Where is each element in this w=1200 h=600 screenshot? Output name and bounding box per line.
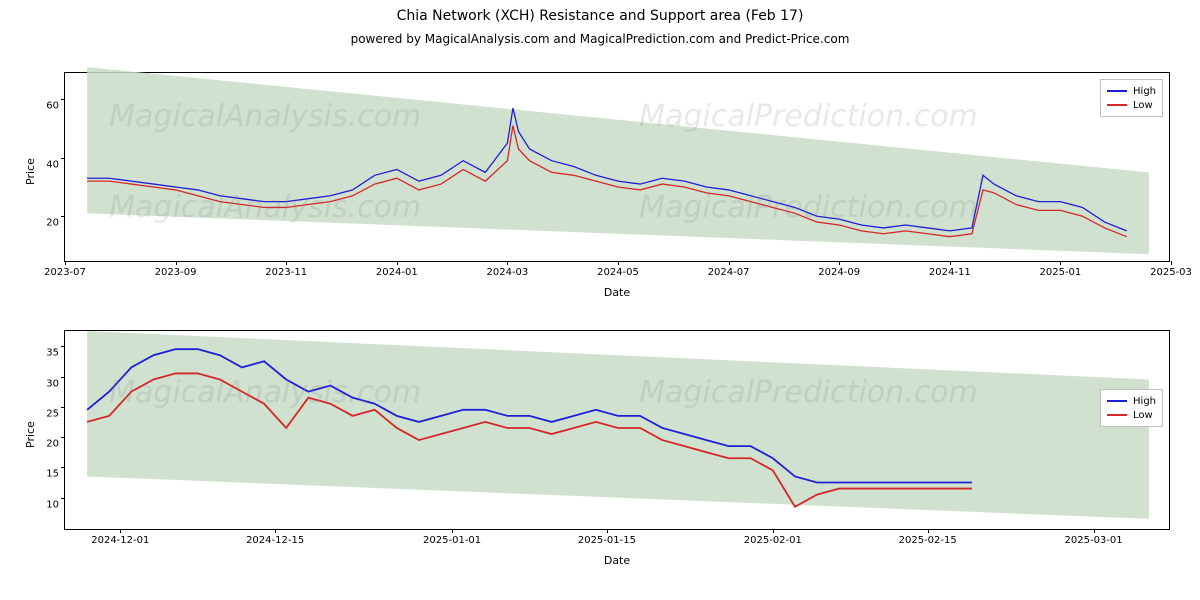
x-tick-label: 2024-12-01 [91, 535, 149, 546]
y-tick-label: 40 [46, 159, 59, 170]
x-tick-mark [618, 261, 619, 265]
y-tick-mark [61, 467, 65, 468]
y-tick-label: 25 [46, 408, 59, 419]
y-tick-label: 30 [46, 378, 59, 389]
x-tick-label: 2023-09 [155, 267, 197, 278]
x-tick-mark [1060, 261, 1061, 265]
x-tick-mark [65, 261, 66, 265]
figure-root: Chia Network (XCH) Resistance and Suppor… [0, 0, 1200, 600]
x-tick-mark [729, 261, 730, 265]
y-tick-mark [61, 498, 65, 499]
x-tick-label: 2024-01 [376, 267, 418, 278]
legend-row: High [1107, 84, 1156, 98]
x-tick-mark [120, 529, 121, 533]
x-tick-label: 2025-01-15 [578, 535, 636, 546]
support-band [87, 67, 1149, 254]
legend-label: High [1133, 396, 1156, 407]
y-tick-label: 60 [46, 101, 59, 112]
y-tick-label: 15 [46, 469, 59, 480]
legend-label: Low [1133, 100, 1153, 111]
x-tick-label: 2024-05 [597, 267, 639, 278]
x-tick-mark [928, 529, 929, 533]
y-tick-mark [61, 346, 65, 347]
x-tick-mark [452, 529, 453, 533]
legend-swatch [1107, 400, 1127, 402]
support-band [87, 331, 1149, 519]
y-tick-mark [61, 407, 65, 408]
x-tick-label: 2024-03 [486, 267, 528, 278]
y-tick-mark [61, 99, 65, 100]
legend-label: Low [1133, 410, 1153, 421]
x-tick-label: 2023-11 [265, 267, 307, 278]
chart-panel-bottom: MagicalAnalysis.com MagicalPrediction.co… [64, 330, 1170, 530]
x-tick-label: 2025-03-01 [1065, 535, 1123, 546]
y-tick-mark [61, 158, 65, 159]
x-tick-label: 2025-02-15 [899, 535, 957, 546]
x-tick-mark [1171, 261, 1172, 265]
plot-svg-bottom [65, 331, 1169, 529]
x-tick-mark [607, 529, 608, 533]
plot-svg-top [65, 73, 1169, 261]
x-tick-mark [773, 529, 774, 533]
x-tick-mark [507, 261, 508, 265]
y-tick-mark [61, 216, 65, 217]
x-tick-label: 2024-12-15 [246, 535, 304, 546]
legend-swatch [1107, 90, 1127, 92]
chart-panel-top: MagicalAnalysis.com MagicalPrediction.co… [64, 72, 1170, 262]
x-tick-label: 2023-07 [44, 267, 86, 278]
y-tick-label: 10 [46, 499, 59, 510]
x-tick-label: 2025-01-01 [423, 535, 481, 546]
x-tick-label: 2024-07 [708, 267, 750, 278]
legend-label: High [1133, 86, 1156, 97]
x-tick-mark [397, 261, 398, 265]
legend-top: High Low [1100, 79, 1163, 117]
y-axis-label-bottom: Price [24, 421, 37, 448]
x-tick-mark [839, 261, 840, 265]
x-tick-label: 2025-02-01 [744, 535, 802, 546]
x-axis-label-top: Date [64, 286, 1170, 299]
legend-row: High [1107, 394, 1156, 408]
x-tick-mark [286, 261, 287, 265]
y-axis-label-top: Price [24, 158, 37, 185]
y-tick-label: 20 [46, 439, 59, 450]
y-tick-mark [61, 377, 65, 378]
legend-row: Low [1107, 98, 1156, 112]
y-tick-mark [61, 437, 65, 438]
chart-title: Chia Network (XCH) Resistance and Suppor… [0, 8, 1200, 24]
x-tick-label: 2025-01 [1039, 267, 1081, 278]
x-tick-label: 2024-09 [818, 267, 860, 278]
x-tick-mark [275, 529, 276, 533]
x-tick-label: 2025-03 [1150, 267, 1192, 278]
chart-subtitle: powered by MagicalAnalysis.com and Magic… [0, 32, 1200, 46]
y-tick-label: 20 [46, 218, 59, 229]
y-tick-label: 35 [46, 348, 59, 359]
x-tick-mark [176, 261, 177, 265]
legend-swatch [1107, 414, 1127, 416]
x-tick-mark [950, 261, 951, 265]
legend-bottom: High Low [1100, 389, 1163, 427]
x-axis-label-bottom: Date [64, 554, 1170, 567]
x-tick-label: 2024-11 [929, 267, 971, 278]
x-tick-mark [1094, 529, 1095, 533]
legend-row: Low [1107, 408, 1156, 422]
legend-swatch [1107, 104, 1127, 106]
